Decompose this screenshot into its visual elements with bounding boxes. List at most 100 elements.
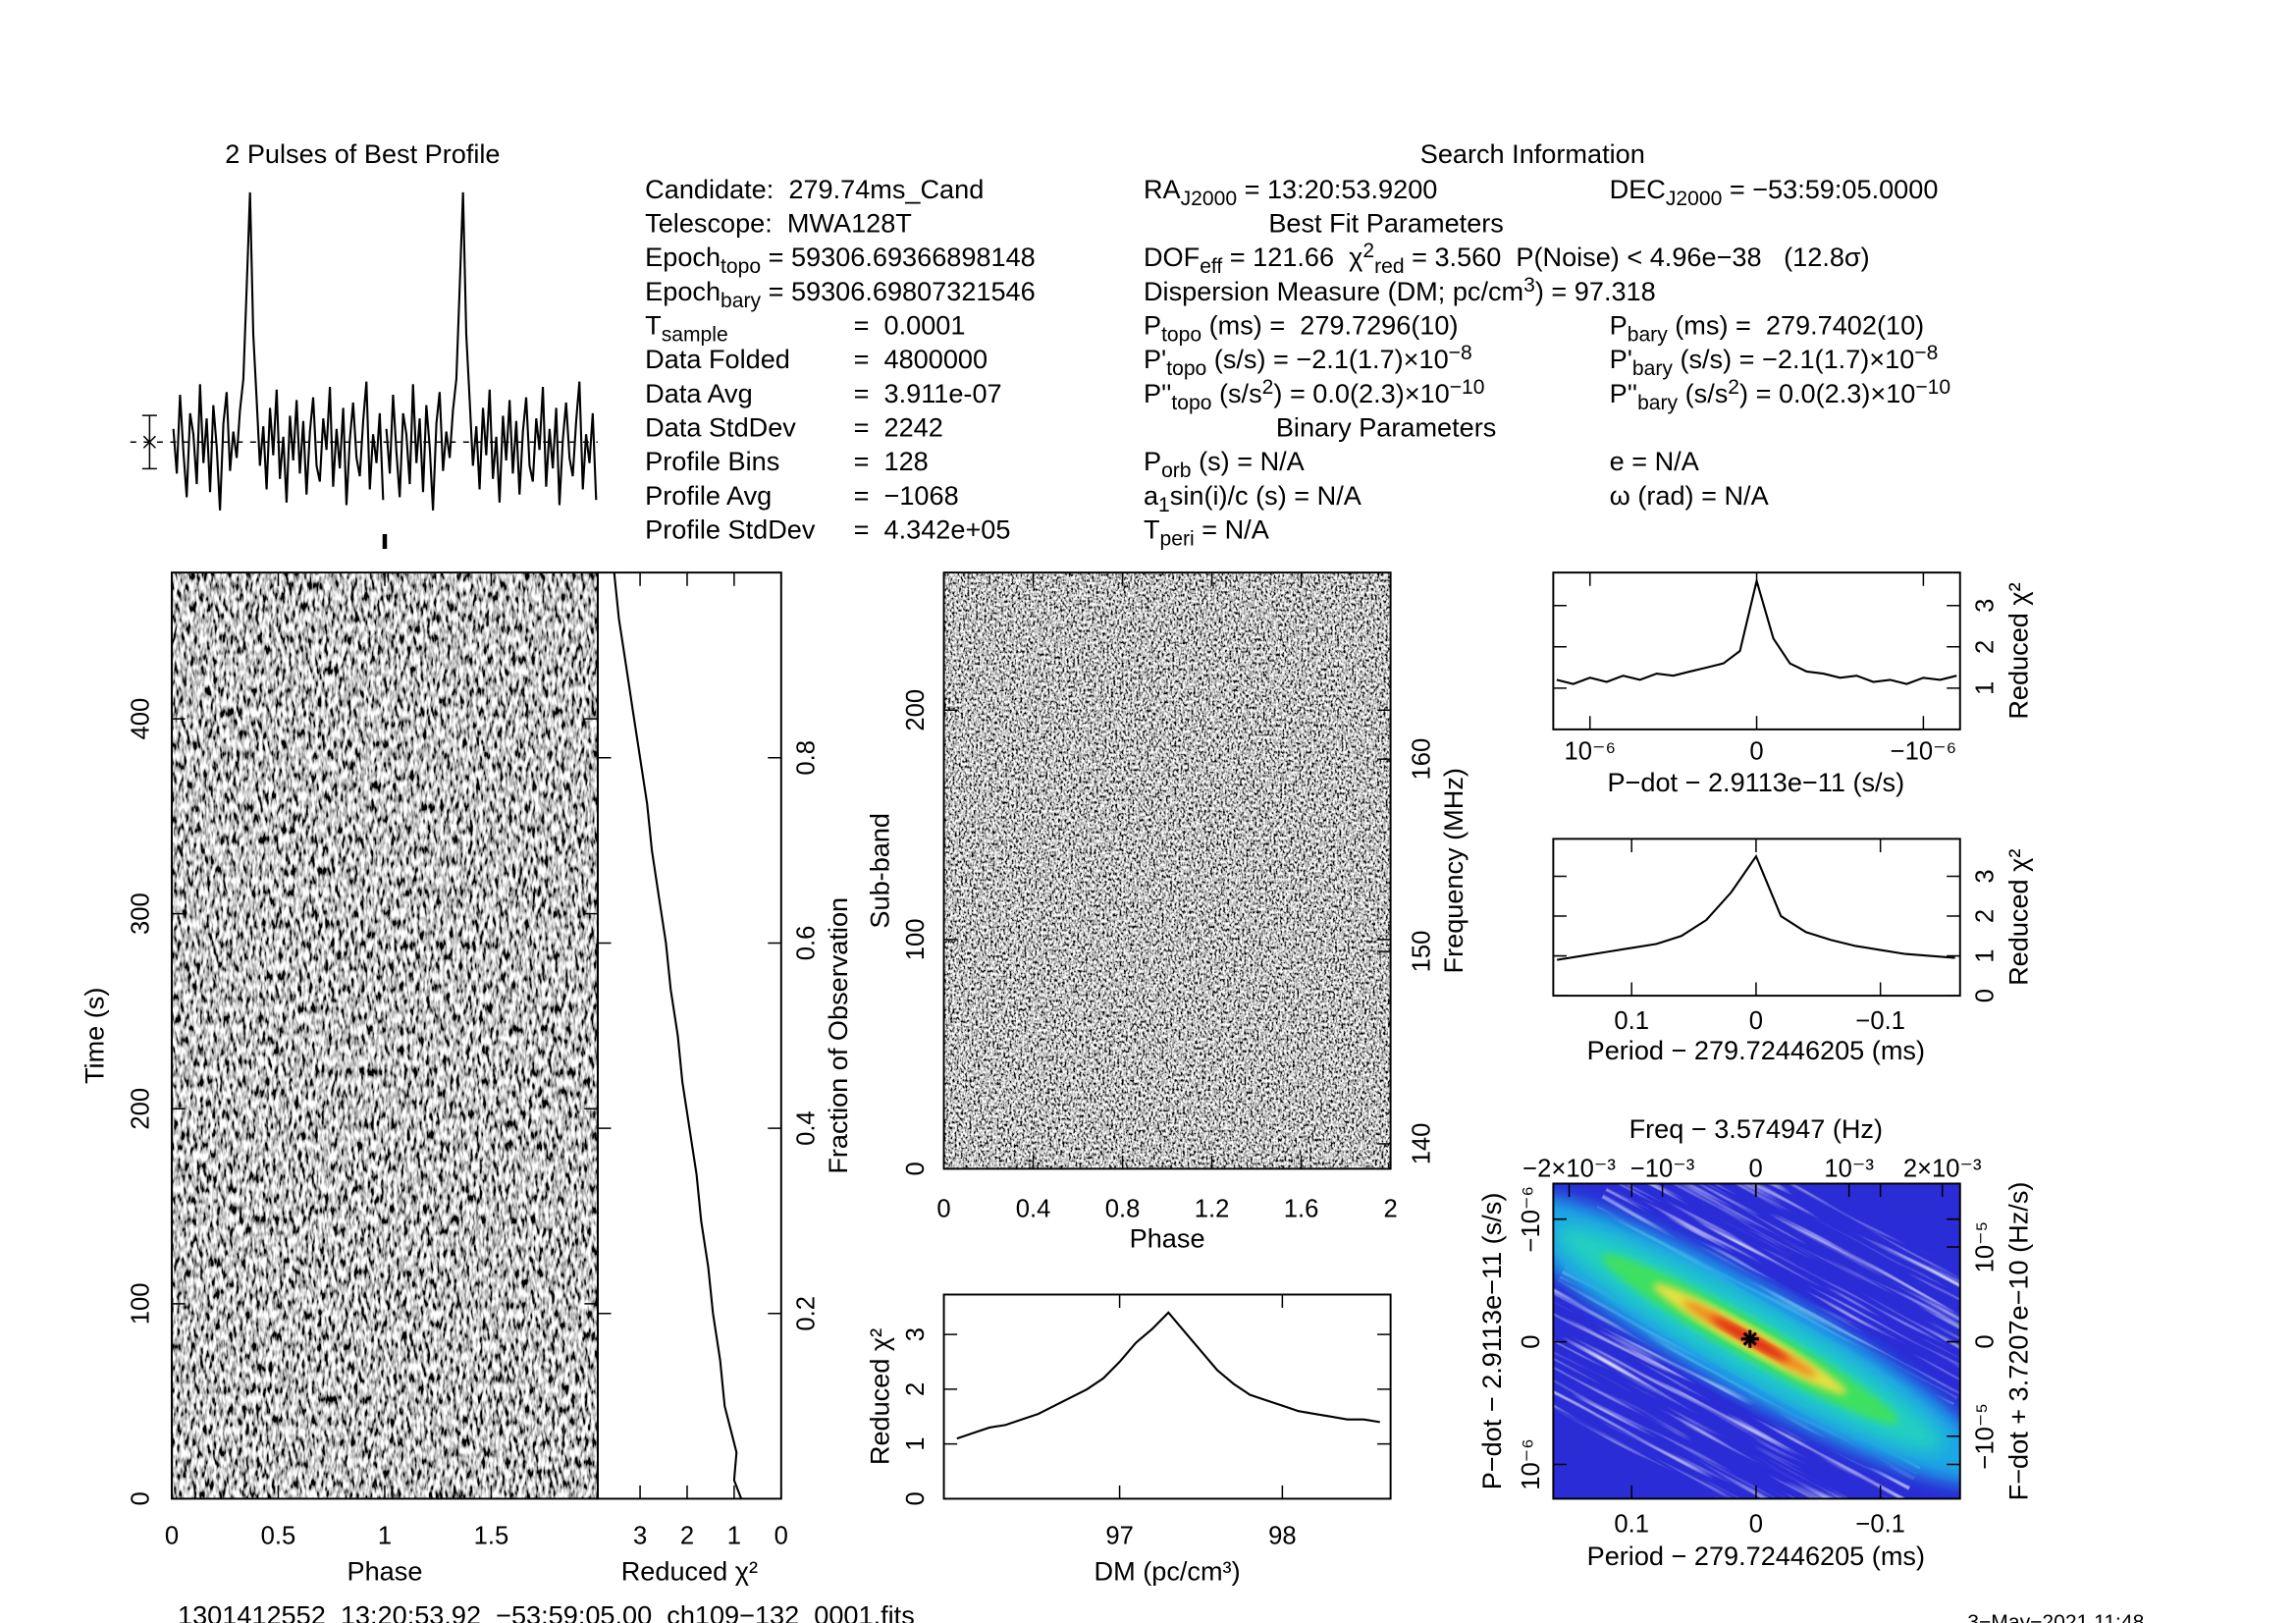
x-tick-label: 1 — [727, 1522, 741, 1549]
x-tick-label: 10⁻⁶ — [1564, 738, 1616, 766]
info-sub: 1 — [1158, 494, 1170, 516]
info-sub: bary — [1632, 358, 1673, 381]
y-tick-label: 2 — [902, 1382, 930, 1396]
info-text: (ms) = 279.7296(10) — [1201, 310, 1458, 341]
info-line: ω (rad) = N/A — [1610, 480, 1770, 511]
info-text: = 3.560 P(Noise) < 4.96e−38 (12.8σ) — [1405, 242, 1870, 272]
x-axis-label: DM (pc/cm³) — [1095, 1555, 1241, 1586]
info-value: = 3.911e-07 — [854, 378, 1002, 408]
info-text: Epoch — [645, 242, 721, 272]
y-tick-label: 0 — [1518, 1334, 1545, 1348]
info-text: = 121.66 χ — [1222, 242, 1362, 272]
info-line: P'bary (s/s) = −2.1(1.7)×10−8 — [1610, 342, 1939, 381]
info-text: ω (rad) = N/A — [1610, 480, 1770, 511]
y2-tick-label: 140 — [1409, 1123, 1436, 1165]
info-line: P''topo (s/s2) = 0.0(2.3)×10−10 — [1144, 375, 1485, 414]
best-fit-marker — [1740, 1329, 1759, 1348]
info-text: Profile StdDev — [645, 514, 816, 544]
profile-line — [172, 191, 385, 511]
info-sup: 3 — [1523, 273, 1535, 296]
x-tick-label: 1.2 — [1195, 1195, 1230, 1222]
chi2-curve — [613, 572, 743, 1499]
y-axis-label: Reduced χ² — [2003, 849, 2034, 986]
y-axis-label: Fraction of Observation — [823, 897, 853, 1174]
info-text: (s/s) = −2.1(1.7)×10 — [1206, 344, 1448, 374]
info-text: Dispersion Measure (DM; pc/cm — [1144, 276, 1523, 306]
plot-frame — [942, 571, 1392, 1170]
x-tick-label: −10⁻⁶ — [1891, 738, 1957, 766]
info-text: = −53:59:05.0000 — [1722, 174, 1938, 204]
x-tick-label: 0.1 — [1614, 1510, 1649, 1538]
x2-tick-label: −2×10⁻³ — [1522, 1156, 1616, 1183]
info-text: P' — [1610, 344, 1632, 374]
y2-tick-label: −10⁻⁵ — [1972, 1403, 2000, 1470]
info-text: Candidate: 279.74ms_Cand — [645, 174, 984, 204]
x-tick-label: −0.1 — [1855, 1510, 1905, 1538]
info-sub: J2000 — [1181, 188, 1237, 210]
y-tick-label: 0.4 — [793, 1110, 821, 1146]
info-text: (s/s — [1678, 378, 1728, 408]
info-text: a — [1144, 480, 1159, 511]
info-label: Profile Avg — [645, 480, 772, 511]
info-text: RA — [1144, 174, 1182, 204]
info-text: = 59306.69366898148 — [761, 242, 1036, 272]
info-line: DECJ2000 = −53:59:05.0000 — [1610, 174, 1939, 210]
y-axis-label: P−dot − 2.9113e−11 (s/s) — [1476, 1193, 1507, 1490]
info-sub: bary — [1628, 324, 1668, 347]
info-text: Data Folded — [645, 344, 790, 374]
file-name: 1301412552_13:20:53.92_−53:59:05.00_ch10… — [178, 1600, 915, 1623]
info-line: P''bary (s/s2) = 0.0(2.3)×10−10 — [1610, 375, 1951, 414]
y-tick-label: 2 — [1972, 909, 2000, 923]
info-label: Candidate: 279.74ms_Cand — [645, 174, 984, 204]
y2-axis-label: Frequency (MHz) — [1438, 768, 1468, 973]
info-text: Best Fit Parameters — [1268, 208, 1504, 239]
y-tick-label: 1 — [1972, 681, 2000, 695]
info-label: Tsample — [645, 310, 728, 347]
info-value: = 128 — [854, 446, 929, 476]
info-sup: 2 — [1728, 375, 1739, 398]
x-axis-label: Period − 279.72446205 (ms) — [1587, 1035, 1925, 1065]
info-value: = 0.0001 — [854, 310, 966, 341]
info-value: = 4800000 — [854, 344, 988, 374]
x2-tick-label: 2×10⁻³ — [1903, 1156, 1982, 1183]
info-text: DOF — [1144, 242, 1200, 272]
x2-tick-label: 0 — [1748, 1156, 1762, 1183]
info-line: Porb (s) = N/A — [1144, 446, 1306, 482]
y-tick-label: 100 — [128, 1282, 155, 1325]
info-sub: orb — [1161, 460, 1191, 483]
greyscale-image — [943, 572, 1391, 1169]
info-sub: J2000 — [1666, 188, 1722, 210]
info-label: Data Avg — [645, 378, 753, 408]
y2-tick-label: 10⁻⁵ — [1972, 1221, 2000, 1273]
y-tick-label: 3 — [1972, 599, 2000, 613]
y2-axis-label: F−dot + 3.7207e−10 (Hz/s) — [2003, 1182, 2034, 1501]
x-tick-label: 2 — [1383, 1195, 1397, 1222]
info-text: P — [1144, 310, 1161, 341]
y-tick-label: 2 — [1972, 640, 2000, 654]
y-tick-label: 200 — [128, 1088, 155, 1130]
x-axis-label: Reduced χ² — [621, 1555, 758, 1586]
info-heading: Binary Parameters — [1276, 412, 1497, 443]
info-text: sin(i)/c (s) = N/A — [1170, 480, 1362, 511]
y-tick-label: 200 — [902, 689, 930, 731]
info-text: P'' — [1610, 378, 1637, 408]
x-tick-label: 0.8 — [1105, 1195, 1141, 1222]
info-title: Search Information — [1420, 138, 1645, 169]
x-tick-label: 98 — [1268, 1522, 1297, 1549]
info-label: Profile StdDev — [645, 514, 816, 544]
info-label: Telescope: MWA128T — [645, 208, 912, 239]
info-text: (s) = N/A — [1192, 446, 1306, 476]
info-value: = 2242 — [854, 412, 943, 443]
info-text: (s/s) = −2.1(1.7)×10 — [1673, 344, 1914, 374]
x-tick-label: 0 — [936, 1195, 950, 1222]
info-sup: −8 — [1914, 342, 1938, 364]
info-line: e = N/A — [1610, 446, 1700, 476]
info-sup: −8 — [1449, 342, 1472, 364]
info-heading: Best Fit Parameters — [1268, 208, 1504, 239]
info-text: = 59306.69807321546 — [761, 276, 1036, 306]
y-axis-label: Time (s) — [79, 988, 109, 1084]
plot-frame — [1552, 571, 1961, 730]
info-text: Telescope: MWA128T — [645, 208, 912, 239]
info-sub: topo — [1161, 324, 1201, 347]
